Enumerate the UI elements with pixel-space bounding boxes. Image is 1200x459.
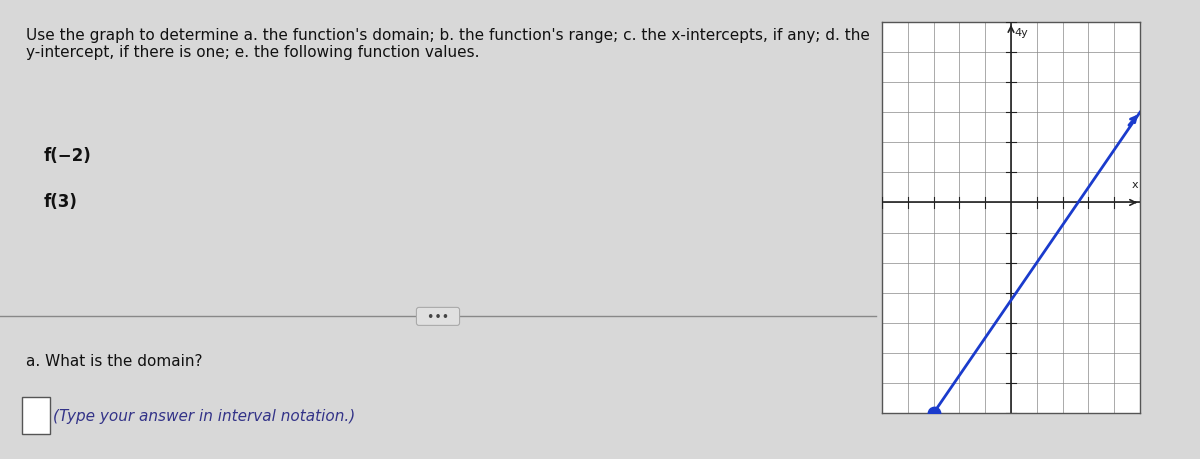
Text: (Type your answer in interval notation.): (Type your answer in interval notation.) [53,408,355,423]
Text: f(−2): f(−2) [44,147,91,165]
Text: 4y: 4y [1015,28,1028,38]
Text: a. What is the domain?: a. What is the domain? [26,353,203,369]
Text: Use the graph to determine a. the function's domain; b. the function's range; c.: Use the graph to determine a. the functi… [26,28,870,60]
FancyBboxPatch shape [22,397,50,434]
Point [924,409,943,417]
Text: f(3): f(3) [44,193,78,211]
Text: •••: ••• [419,310,457,323]
Text: x: x [1132,179,1139,190]
